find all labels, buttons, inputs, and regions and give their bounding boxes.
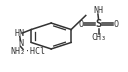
Text: HN: HN bbox=[15, 29, 25, 38]
Text: NH₂·HCl: NH₂·HCl bbox=[10, 47, 45, 56]
Text: O: O bbox=[79, 20, 84, 29]
Text: S: S bbox=[95, 20, 102, 29]
Text: CH₃: CH₃ bbox=[91, 33, 106, 42]
Text: O: O bbox=[113, 20, 118, 29]
Text: NH: NH bbox=[93, 6, 103, 15]
Text: N: N bbox=[18, 39, 23, 48]
